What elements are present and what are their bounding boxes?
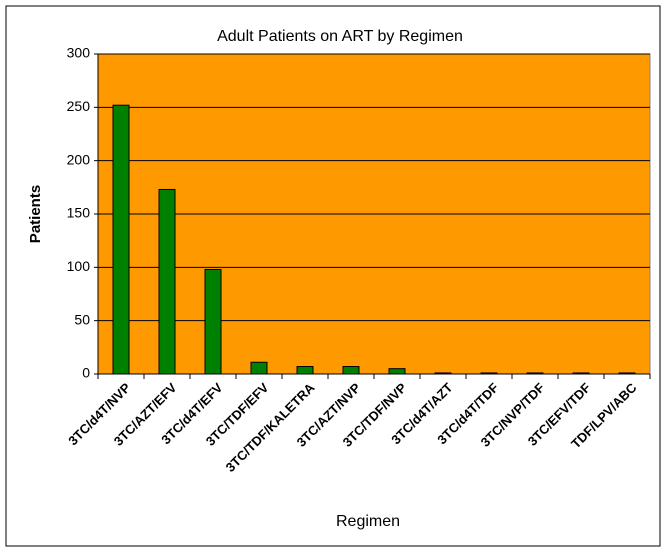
chart-title: Adult Patients on ART by Regimen [217,28,463,45]
x-axis-label: Regimen [336,513,400,530]
y-tick-label: 250 [67,98,91,114]
y-tick-label: 300 [67,45,91,61]
bar [526,372,544,375]
bar [618,372,636,375]
bar [204,268,222,375]
bar [388,368,406,375]
bar [342,366,360,375]
bar [572,372,590,375]
y-tick-label: 150 [67,205,91,221]
bar [250,361,268,375]
bar [296,366,314,375]
y-tick-label: 0 [82,365,90,381]
bar [434,372,452,375]
y-tick-label: 50 [74,311,90,327]
bar [158,188,176,375]
bar [112,104,130,375]
y-axis-label: Patients [27,185,44,243]
y-tick-label: 100 [67,258,91,274]
y-tick-label: 200 [67,151,91,167]
bar [480,372,498,375]
